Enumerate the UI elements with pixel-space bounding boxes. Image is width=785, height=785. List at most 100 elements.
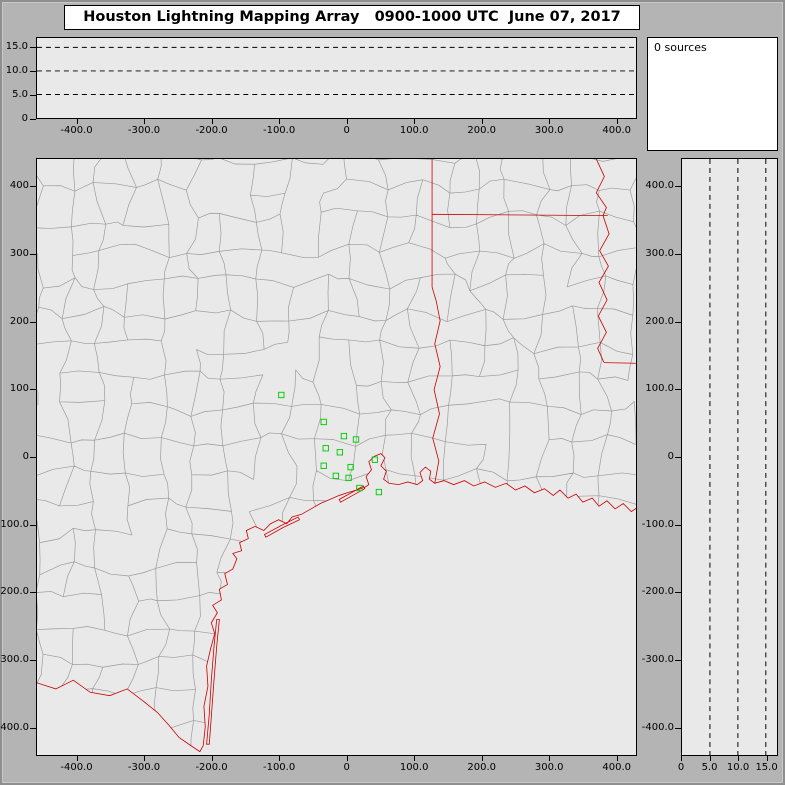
- tick-mark: [76, 756, 78, 761]
- lma-station-marker: [320, 462, 327, 469]
- tick-mark: [30, 727, 36, 729]
- tick-mark: [675, 524, 681, 526]
- tick-mark: [675, 592, 681, 594]
- map-x-tick-label: 200.0: [467, 762, 496, 773]
- tick-mark: [30, 119, 36, 120]
- ns-x-tick-label: 10.0: [726, 762, 750, 773]
- lma-station-marker: [345, 474, 352, 482]
- ew-x-tick-label: -300.0: [127, 125, 161, 136]
- map-x-tick-label: 0: [343, 762, 350, 773]
- ns-y-tick-label: -400.0: [641, 721, 674, 733]
- plan-view-map-panel[interactable]: [36, 158, 637, 756]
- ns-x-tick-label: 0: [677, 762, 685, 773]
- ns-y-tick-label: 100.0: [645, 383, 674, 395]
- ns-y-tick-label: 200.0: [645, 315, 674, 327]
- map-y-tick-label: 400: [9, 180, 29, 192]
- tick-mark: [738, 756, 740, 761]
- tick-mark: [30, 592, 36, 594]
- tick-mark: [279, 756, 281, 761]
- lma-stations: [278, 391, 383, 496]
- tick-mark: [414, 756, 416, 761]
- map-x-tick-label: 100.0: [399, 762, 429, 773]
- tick-mark: [481, 756, 483, 761]
- tick-mark: [211, 119, 213, 124]
- sources-count-label: 0 sources: [654, 41, 707, 54]
- lma-station-marker: [340, 432, 348, 440]
- tick-mark: [675, 254, 681, 256]
- ew-x-tick-label: 200.0: [467, 125, 496, 136]
- ew-x-tick-label: 400.0: [602, 125, 632, 136]
- altitude-ns-panel[interactable]: [681, 158, 778, 756]
- tick-mark: [30, 254, 36, 256]
- map-y-tick-label: -400.0: [0, 721, 29, 733]
- tick-mark: [675, 457, 681, 458]
- ew-y-tick-label: 10.0: [5, 64, 28, 76]
- ew-y-tick-label: 5.0: [12, 88, 28, 100]
- map-y-tick-label: -300.0: [0, 653, 29, 665]
- lma-station-marker: [347, 463, 354, 471]
- tick-mark: [709, 756, 711, 761]
- ns-y-tick-label: -100.0: [641, 518, 674, 530]
- map-plot: [37, 159, 636, 753]
- tick-mark: [616, 756, 618, 761]
- tick-mark: [30, 524, 36, 526]
- map-x-tick-label: 300.0: [534, 762, 564, 773]
- map-y-tick-label: 200: [9, 315, 29, 327]
- ew-x-tick-label: 300.0: [534, 125, 564, 136]
- lma-station-marker: [332, 472, 339, 480]
- ns-y-tick-label: -300.0: [641, 653, 674, 665]
- louisiana-arkansas-border: [432, 213, 608, 217]
- ew-x-tick-label: -100.0: [262, 125, 296, 136]
- map-x-tick-label: 400.0: [602, 762, 632, 773]
- map-y-tick-label: 300: [9, 248, 29, 260]
- tick-mark: [675, 659, 681, 661]
- tick-mark: [30, 389, 36, 391]
- tick-mark: [30, 70, 36, 72]
- tick-mark: [675, 727, 681, 729]
- tick-mark: [76, 119, 78, 124]
- map-x-tick-label: -300.0: [127, 762, 161, 773]
- sources-count-box: 0 sources: [647, 37, 778, 151]
- lma-station-marker: [356, 484, 363, 492]
- louisiana-mississippi-border: [603, 362, 636, 364]
- map-x-tick-label: -200.0: [195, 762, 228, 773]
- lma-station-marker: [352, 436, 360, 443]
- tick-mark: [30, 659, 36, 661]
- tick-mark: [211, 756, 213, 761]
- tick-mark: [144, 756, 146, 761]
- altitude-ew-panel[interactable]: [36, 37, 637, 119]
- tick-mark: [766, 756, 768, 761]
- lma-station-marker: [278, 391, 285, 399]
- padre-island: [206, 619, 220, 745]
- map-x-tick-label: -100.0: [262, 762, 296, 773]
- map-y-tick-label: -200.0: [0, 586, 29, 598]
- lma-station-marker: [320, 418, 327, 426]
- tick-mark: [279, 119, 281, 124]
- ns-y-tick-label: 400.0: [645, 180, 674, 192]
- tick-mark: [144, 119, 146, 124]
- ew-y-tick-label: 15.0: [5, 40, 28, 52]
- tick-mark: [675, 186, 681, 188]
- lma-station-marker: [336, 449, 344, 456]
- ew-x-tick-label: -200.0: [195, 125, 228, 136]
- mississippi-river-border: [595, 159, 610, 363]
- tick-mark: [30, 94, 36, 96]
- ew-x-tick-label: 100.0: [399, 125, 429, 136]
- ew-x-tick-label: -400.0: [60, 125, 93, 136]
- ns-y-tick-label: -200.0: [641, 586, 674, 598]
- tick-mark: [346, 756, 348, 761]
- galveston-island: [338, 485, 366, 503]
- map-y-tick-label: 100: [9, 383, 29, 395]
- texas-louisiana-border: [431, 159, 441, 484]
- lma-station-marker: [375, 488, 383, 496]
- lma-station-marker: [322, 445, 329, 452]
- tick-mark: [549, 756, 551, 761]
- matagorda-island: [263, 516, 301, 538]
- state-borders-coastline: [37, 159, 636, 753]
- altitude-ns-plot: [709, 159, 767, 755]
- county-boundaries: [37, 159, 636, 752]
- map-x-tick-label: -400.0: [60, 762, 93, 773]
- tick-mark: [30, 186, 36, 188]
- altitude-ew-plot: [37, 46, 636, 95]
